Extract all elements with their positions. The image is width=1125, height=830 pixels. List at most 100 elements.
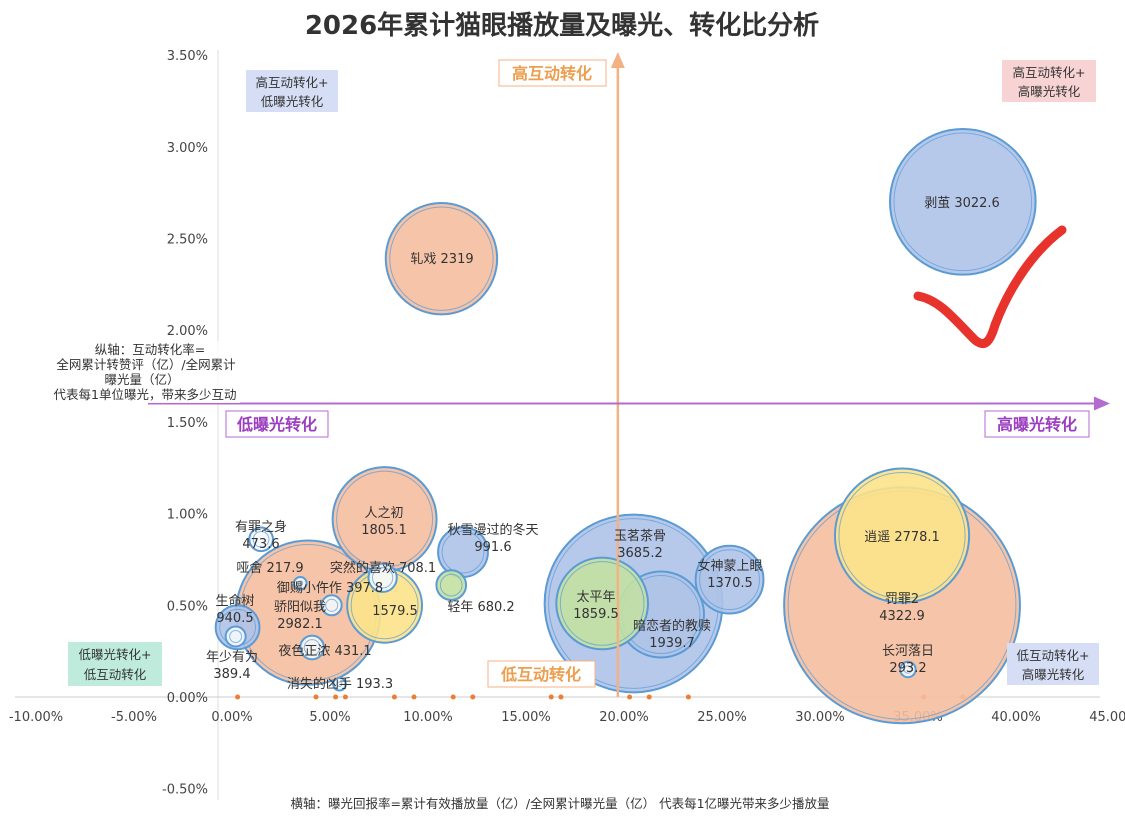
bubble-label: 御赐小仵作 397.8 [277,581,383,596]
quadrant-top-left: 高互动转化+ 低曝光转化 [246,70,338,112]
bubble-label-value: 1805.1 [361,523,407,538]
x-tick-label: 20.00% [599,710,649,725]
bubble-label: 轻年 680.2 [447,600,514,615]
quadrant-dividers [148,52,1110,697]
y-tick-label: 2.00% [167,324,208,339]
bubble-label-name: 有罪之身 [235,519,287,535]
bubble [332,676,347,692]
zero-marker [450,694,456,700]
bubble [248,526,274,553]
zero-marker [235,694,241,700]
bubble-label-value: 940.5 [216,611,253,626]
svg-text:高曝光转化: 高曝光转化 [997,415,1077,434]
bubble-label-name: 太平年 [576,590,615,605]
bubble [320,594,343,617]
bubble-inner-ring [371,567,394,589]
bubble-inner-ring [229,629,243,643]
x-tick-label: -10.00% [9,710,63,725]
bubble [555,556,649,651]
ylabel-line-2: 全网累计转赞评（亿）/全网累计 [56,357,235,372]
zero-marker [470,694,476,700]
bubble [833,467,971,604]
bubble [888,128,1037,276]
zero-marker [391,694,397,700]
label-low-exposure: 低曝光转化 [225,410,329,438]
y-tick-label: 0.50% [167,599,208,614]
svg-text:低互动转化: 低互动转化 [84,667,147,682]
svg-text:高互动转化+: 高互动转化+ [256,75,329,90]
bubble-inner-ring [303,639,321,656]
bubble-label-value: 1939.7 [649,636,695,651]
ylabel-line-4: 代表每1单位曝光，带来多少互动 [54,387,237,402]
y-axis-description: 纵轴：互动转化率= 全网累计转赞评（亿）/全网累计 曝光量（亿） 代表每1单位曝… [50,341,240,403]
svg-text:低曝光转化: 低曝光转化 [261,94,324,109]
x-tick-label: 30.00% [795,710,845,725]
svg-text:高曝光转化: 高曝光转化 [1022,667,1085,682]
bubble-label-name: 秋雪漫过的冬天 [447,522,538,538]
bubble-label-name: 人之初 [364,506,403,521]
bubble-inner-ring [441,530,485,574]
bubble-inner-ring [893,132,1033,272]
bubble-label-value: 293.2 [889,661,926,676]
x-tick-label: 5.00% [309,710,350,725]
svg-text:低互动转化: 低互动转化 [500,665,581,684]
svg-text:高互动转化+: 高互动转化+ [1013,65,1086,80]
zero-marker [558,694,564,700]
x-tick-label: -5.00% [111,710,157,725]
arrow-up-icon [610,52,625,68]
bubble-label-name: 暗恋者的教赎 [633,618,711,634]
bubble-label-value: 1859.5 [573,607,619,622]
bubble-inner-ring [336,681,343,687]
bubbles [214,128,1037,725]
zero-markers [235,694,966,700]
bubble-label: 剥茧 3022.6 [924,195,1000,211]
bubble-label-name: 长河落日 [882,644,934,659]
bubble [224,625,247,648]
bubble-inner-ring [252,530,270,548]
bubble-inner-ring [699,549,760,611]
bubble-label: 哑舍 217.9 [236,561,303,576]
svg-text:低曝光转化: 低曝光转化 [236,415,317,434]
zero-marker [342,694,348,700]
y-tick-labels: -0.50% 0.00% 0.50% 1.00% 1.50% 2.00% 2.50% 3.00… [162,49,208,798]
bubble-label-name: 女神蒙上眼 [697,558,762,574]
zero-marker [411,694,417,700]
bubble [384,201,499,316]
svg-text:低曝光转化+: 低曝光转化+ [79,647,152,662]
x-tick-label: 15.00% [501,710,551,725]
bubble-label-value: 473.6 [242,537,279,552]
y-tick-label: 2.50% [167,233,208,248]
quadrant-top-right: 高互动转化+ 高曝光转化 [1002,60,1096,102]
label-low-interaction: 低互动转化 [487,660,596,688]
ylabel-line-3: 曝光量（亿） [104,372,179,387]
x-axis-title: 横轴：曝光回报率=累计有效播放量（亿）/全网累计曝光量（亿） 代表每1亿曝光带来… [290,796,829,811]
zero-marker [313,694,319,700]
zero-marker [646,694,652,700]
bubble-label-name: 罚罪2 [885,592,919,607]
bubble-label-name: 生命树 [215,593,254,609]
bubble-inner-ring [325,598,339,612]
bubble-label-value: 1370.5 [707,576,753,591]
bubble-label-name: 玉茗茶骨 [614,528,666,544]
bubble-label-value: 991.6 [474,540,511,555]
bubble [694,544,765,615]
zero-marker [333,694,339,700]
svg-text:高曝光转化: 高曝光转化 [1018,84,1081,99]
bubble-label: 突然的喜欢 708.1 [330,560,436,576]
svg-text:低互动转化+: 低互动转化+ [1017,648,1090,663]
bubble-label-value: 389.4 [213,667,250,682]
bubble-inner-ring [838,472,966,600]
label-high-exposure: 高曝光转化 [984,410,1090,438]
bubble-inner-ring [439,573,463,597]
x-tick-labels: -10.00% -5.00% 0.00% 5.00% 10.00% 15.00% 20.00… [9,710,1125,725]
bubble-label-name: 骄阳似我 [274,600,326,615]
bubble-inner-ring [559,561,645,646]
arrow-right-icon [1094,396,1110,411]
bubble-label: 消失的凶手 193.3 [287,676,393,692]
y-tick-label: -0.50% [162,783,208,798]
y-tick-label: 1.00% [167,508,208,523]
y-tick-label: 3.50% [167,49,208,64]
x-tick-label: 25.00% [697,710,747,725]
x-tick-label: 0.00% [211,710,252,725]
